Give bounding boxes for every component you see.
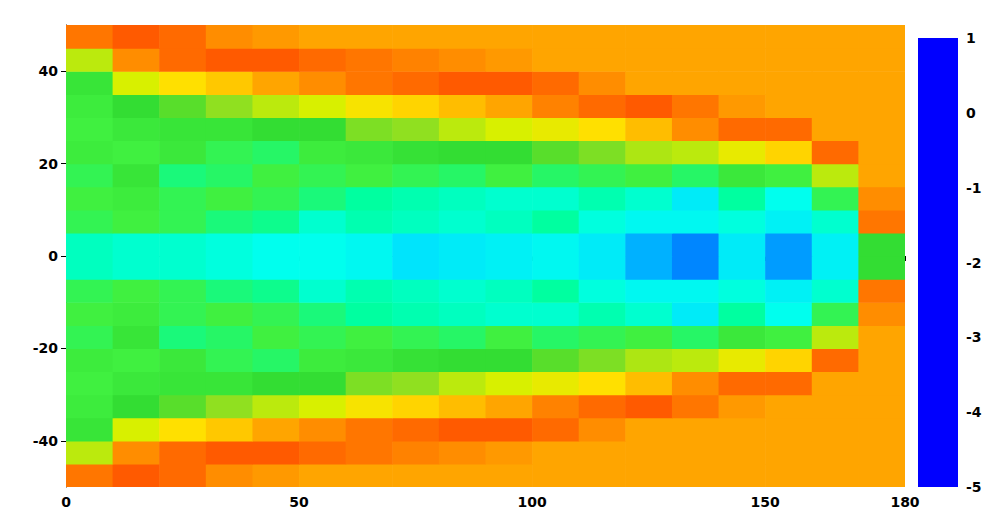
svg-text:1: 1 (966, 30, 976, 46)
svg-text:50: 50 (289, 494, 309, 510)
svg-text:100: 100 (517, 494, 546, 510)
svg-text:-3: -3 (966, 329, 982, 345)
svg-text:0: 0 (966, 105, 976, 121)
svg-text:-2: -2 (966, 255, 982, 271)
svg-text:-40: -40 (33, 433, 59, 449)
svg-text:20: 20 (39, 156, 59, 172)
svg-text:-1: -1 (966, 180, 982, 196)
svg-text:150: 150 (751, 494, 780, 510)
svg-text:-4: -4 (966, 404, 982, 420)
svg-text:-20: -20 (33, 340, 59, 356)
svg-text:0: 0 (48, 248, 58, 264)
svg-text:40: 40 (39, 63, 59, 79)
svg-text:0: 0 (61, 494, 71, 510)
svg-text:180: 180 (890, 494, 919, 510)
svg-text:-5: -5 (966, 479, 982, 495)
